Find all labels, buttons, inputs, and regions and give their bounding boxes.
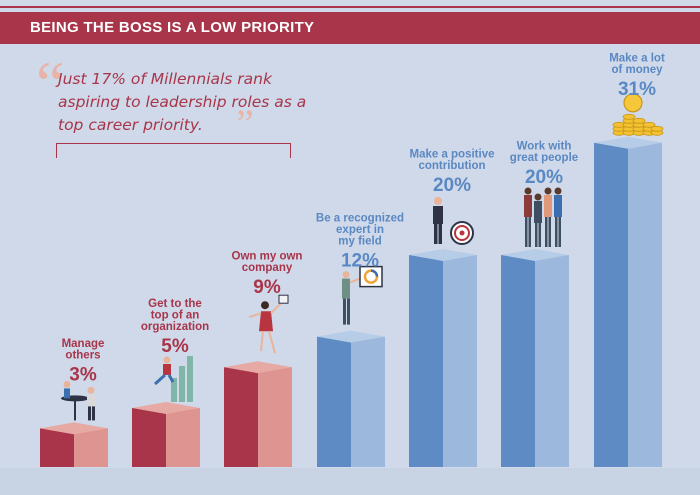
bar-side bbox=[74, 428, 108, 467]
bar-front bbox=[224, 367, 258, 467]
category-label: Work with bbox=[517, 141, 572, 153]
bar-4 bbox=[317, 330, 385, 467]
businessman-target-icon bbox=[433, 197, 474, 245]
quote-bracket bbox=[56, 143, 291, 158]
category-label: contribution bbox=[418, 160, 485, 172]
value-label: 3% bbox=[69, 364, 97, 385]
category-label: Own my own bbox=[232, 251, 303, 263]
category-label: my field bbox=[338, 236, 381, 248]
floor bbox=[0, 468, 700, 495]
category-label: Be a recognized bbox=[316, 213, 404, 225]
bar-3 bbox=[224, 361, 292, 467]
bar-front bbox=[409, 255, 443, 467]
bar-side bbox=[351, 336, 385, 467]
bar-5 bbox=[409, 249, 477, 467]
value-label: 5% bbox=[161, 336, 189, 357]
bar-front bbox=[317, 336, 351, 467]
top-rule bbox=[0, 6, 700, 8]
category-label: Make a lot bbox=[609, 52, 665, 64]
bar-1 bbox=[40, 422, 108, 467]
bar-top bbox=[594, 136, 662, 149]
category-label: top of an bbox=[151, 310, 200, 322]
bar-front bbox=[132, 408, 166, 467]
bar-side bbox=[535, 255, 569, 467]
bar-side bbox=[166, 408, 200, 467]
bar-front bbox=[501, 255, 535, 467]
bar-front bbox=[40, 428, 74, 467]
bar-front bbox=[594, 142, 628, 468]
group-people-icon bbox=[524, 187, 562, 247]
page-title: BEING THE BOSS IS A LOW PRIORITY bbox=[30, 19, 315, 36]
bar-top bbox=[132, 402, 200, 414]
category-label: organization bbox=[141, 321, 209, 333]
category-label: others bbox=[65, 349, 100, 361]
coin-stacks-icon bbox=[612, 93, 664, 136]
value-label: 20% bbox=[433, 175, 471, 196]
bar-top bbox=[224, 361, 292, 374]
category-label: company bbox=[242, 262, 293, 274]
category-label: expert in bbox=[336, 224, 384, 236]
meeting-people-icon bbox=[61, 380, 95, 421]
category-label: Make a positive bbox=[409, 149, 494, 161]
close-quote-icon: ” bbox=[236, 101, 254, 146]
bar-side bbox=[628, 142, 662, 468]
bar-top bbox=[501, 249, 569, 261]
category-label: great people bbox=[510, 152, 578, 164]
category-label: of money bbox=[611, 64, 663, 76]
value-label: 9% bbox=[253, 277, 281, 298]
value-label: 20% bbox=[525, 167, 563, 188]
open-quote-icon: “ bbox=[36, 48, 65, 119]
title-bar: BEING THE BOSS IS A LOW PRIORITY bbox=[0, 12, 700, 44]
bar-6 bbox=[501, 249, 569, 467]
climbing-person-icon bbox=[153, 356, 193, 402]
category-label: Manage bbox=[62, 338, 105, 350]
value-label: 12% bbox=[341, 251, 379, 272]
category-label: Get to the bbox=[148, 298, 202, 310]
bar-side bbox=[443, 255, 477, 467]
bar-top bbox=[409, 249, 477, 261]
jumping-woman-icon bbox=[248, 294, 289, 354]
bar-side bbox=[258, 367, 292, 467]
bar-2 bbox=[132, 402, 200, 467]
quote-text: Just 17% of Millennials rank aspiring to… bbox=[58, 70, 307, 134]
bar-top bbox=[317, 330, 385, 343]
presenter-icon bbox=[342, 265, 383, 325]
value-label: 31% bbox=[618, 79, 656, 100]
bar-top bbox=[40, 422, 108, 435]
bar-7 bbox=[594, 136, 662, 468]
